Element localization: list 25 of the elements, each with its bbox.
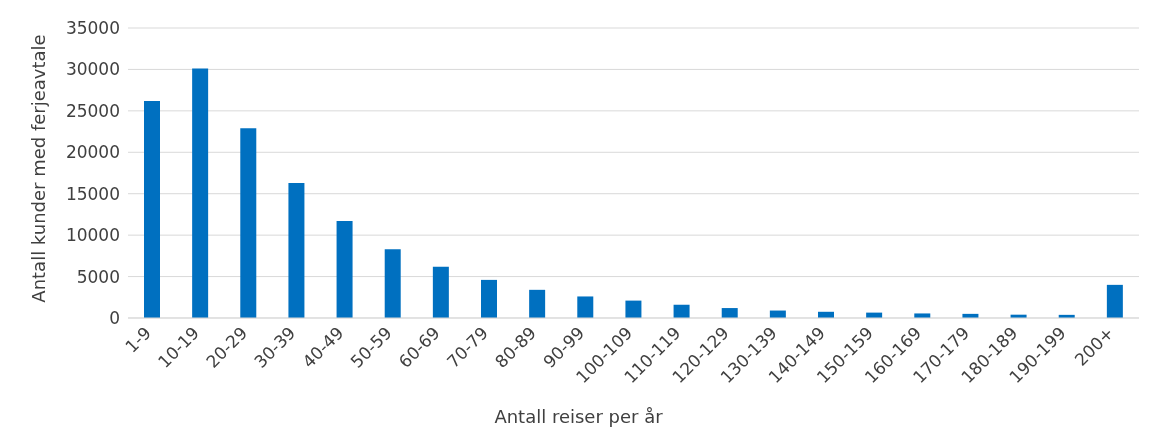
y-tick-label: 0 xyxy=(109,308,120,329)
x-axis-title: Antall reiser per år xyxy=(493,406,664,427)
y-axis-title: Antall kunder med ferjeavtale xyxy=(27,33,49,303)
bar xyxy=(288,182,305,318)
bar xyxy=(432,266,449,318)
y-tick-label: 5000 xyxy=(76,266,120,287)
bar xyxy=(529,289,546,318)
y-tick-label: 10000 xyxy=(65,225,120,246)
bar xyxy=(192,68,209,318)
y-tick-label: 35000 xyxy=(65,18,120,39)
y-tick-label: 30000 xyxy=(65,59,120,80)
bar xyxy=(481,279,497,318)
bar xyxy=(144,100,160,318)
bar xyxy=(577,296,594,318)
bar xyxy=(240,128,257,318)
bar xyxy=(673,304,690,318)
bar xyxy=(384,249,401,318)
y-tick-label: 20000 xyxy=(65,142,120,163)
bar xyxy=(1106,284,1123,318)
bar xyxy=(336,221,353,318)
bar xyxy=(625,300,642,318)
y-tick-label: 25000 xyxy=(65,100,120,121)
x-tick-label: 1-9 xyxy=(121,322,155,357)
bar xyxy=(721,308,738,318)
y-tick-label: 15000 xyxy=(65,183,120,204)
